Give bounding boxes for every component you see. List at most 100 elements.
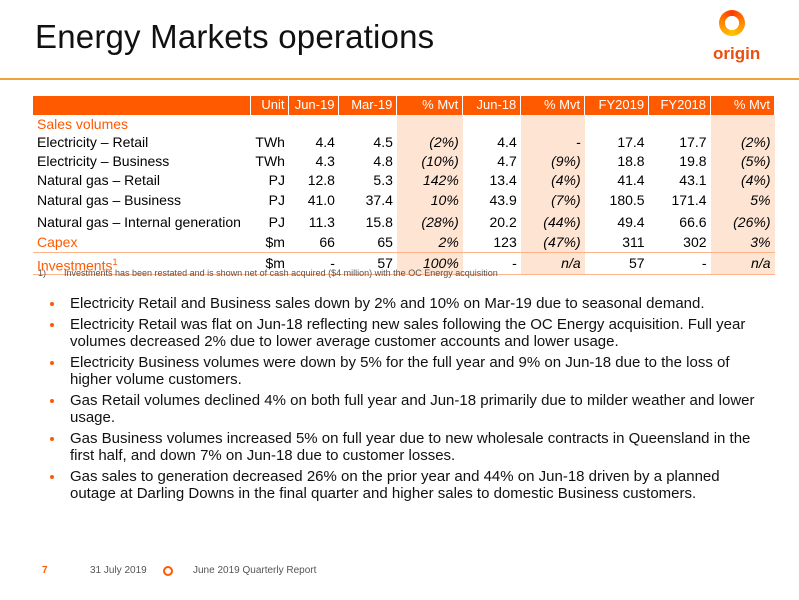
footer-date: 31 July 2019 [90, 565, 147, 576]
list-item: Gas Business volumes increased 5% on ful… [50, 430, 765, 465]
cell-fy19: 57 [584, 252, 649, 276]
table-row: Electricity – Business TWh 4.3 4.8 (10%)… [33, 151, 775, 171]
header-mar19: Mar-19 [338, 96, 398, 115]
row-label: Electricity – Business [37, 153, 170, 170]
row-unit: PJ [268, 191, 285, 208]
cell-fy19: 17.4 [617, 134, 645, 151]
cell-mar19: 15.8 [365, 213, 393, 230]
bullet-icon [50, 398, 54, 403]
list-item: Electricity Retail was flat on Jun-18 re… [50, 316, 765, 351]
logo-ring-icon [719, 10, 745, 36]
cell-mar19: 37.4 [365, 191, 393, 208]
list-item: Electricity Business volumes were down b… [50, 354, 765, 389]
table-header-row: Unit Jun-19 Mar-19 % Mvt Jun-18 % Mvt FY… [33, 96, 775, 115]
footnote-text: Investments has been restated and is sho… [64, 268, 498, 278]
investments-row: Investments1 $m - 57 100% - n/a 57 - n/a [33, 252, 775, 276]
bullet-text: Gas Retail volumes declined 4% on both f… [70, 391, 755, 427]
cell-mvt-3: (2%) [710, 133, 775, 152]
cell-fy18: 43.1 [679, 171, 707, 188]
cell-mvt-1: (10%) [396, 151, 463, 171]
cell-jun18: 43.9 [489, 191, 517, 208]
cell-jun19: 12.8 [307, 171, 335, 188]
investments-label: Investments1 [33, 252, 251, 276]
cell-mvt-2: (7%) [520, 188, 585, 211]
header-mvt-2: % Mvt [520, 96, 586, 115]
cell-fy18: 19.8 [679, 153, 707, 170]
footnote: 1) Investments has been restated and is s… [38, 268, 498, 278]
bullet-text: Electricity Retail was flat on Jun-18 re… [70, 315, 746, 351]
row-unit: TWh [255, 153, 285, 170]
bullet-icon [50, 322, 54, 327]
cell-fy18: 171.4 [671, 191, 707, 208]
cell-mvt-3: (5%) [710, 151, 775, 171]
bullet-text: Gas sales to generation decreased 26% on… [70, 467, 720, 503]
page-number: 7 [42, 565, 48, 576]
cell-mvt-3: (26%) [710, 210, 775, 233]
bullet-text: Gas Business volumes increased 5% on ful… [70, 429, 751, 465]
header-fy2018: FY2018 [648, 96, 712, 115]
row-unit: PJ [268, 171, 285, 188]
cell-mvt-1: 100% [396, 252, 463, 276]
origin-mark-icon [163, 566, 173, 576]
cell-mar19: 5.3 [373, 171, 393, 188]
header-mvt-1: % Mvt [396, 96, 464, 115]
cell-mvt-1: 10% [396, 188, 463, 211]
bullet-icon [50, 302, 54, 306]
page-title: Energy Markets operations [35, 18, 435, 55]
header-unit: Unit [250, 96, 290, 115]
cell-fy18: - [648, 252, 711, 276]
logo-text: origin [713, 44, 761, 63]
cell-jun19: 11.3 [308, 213, 335, 230]
cell-jun18: 4.4 [497, 134, 517, 151]
cell-mvt-3: (4%) [710, 170, 775, 189]
operations-table: Unit Jun-19 Mar-19 % Mvt Jun-18 % Mvt FY… [33, 96, 775, 276]
row-label: Electricity – Retail [37, 134, 149, 151]
footnote-number: 1) [38, 268, 47, 278]
row-unit: $m [250, 232, 289, 253]
cell-mvt-2: n/a [520, 252, 585, 276]
cell-fy19: 49.4 [617, 213, 645, 230]
cell-mvt-1: 142% [396, 170, 463, 189]
section-label: Sales volumes [37, 115, 129, 132]
table-row: Electricity – Retail TWh 4.4 4.5 (2%) 4.… [33, 133, 775, 152]
cell-mar19: 4.8 [373, 153, 393, 170]
capex-row: Capex $m 66 65 2% 123 (47%) 311 302 3% [33, 232, 775, 253]
header-blank [33, 96, 252, 115]
cell-mvt-3: 5% [710, 188, 775, 211]
cell-fy18: 66.6 [679, 213, 707, 230]
capex-label: Capex [33, 232, 251, 253]
row-label: Natural gas – Internal generation [37, 213, 241, 230]
cell-fy19: 311 [584, 232, 649, 253]
row-label: Natural gas – Business [37, 191, 181, 208]
header-mvt-3: % Mvt [710, 96, 775, 115]
row-unit: PJ [268, 213, 285, 230]
cell-mvt-1: (2%) [396, 133, 463, 152]
section-row: Sales volumes [33, 114, 775, 134]
cell-jun18: 4.7 [497, 153, 517, 170]
cell-mvt-3: 3% [710, 232, 775, 253]
bullet-icon [50, 436, 54, 441]
table-row: Natural gas – Retail PJ 12.8 5.3 142% 13… [33, 170, 775, 189]
cell-jun18: 123 [462, 232, 521, 253]
cell-mvt-2: - [520, 133, 585, 152]
list-item: Gas Retail volumes declined 4% on both f… [50, 392, 765, 427]
table-row: Natural gas – Internal generation PJ 11.… [33, 210, 775, 233]
cell-fy19: 18.8 [617, 153, 645, 170]
cell-fy18: 302 [648, 232, 711, 253]
cell-mar19: 65 [338, 232, 397, 253]
row-unit: $m [250, 252, 289, 276]
cell-mvt-2: (4%) [520, 170, 585, 189]
table-row: Natural gas – Business PJ 41.0 37.4 10% … [33, 188, 775, 211]
cell-jun19: - [288, 252, 339, 276]
cell-mvt-1: (28%) [396, 210, 463, 233]
cell-jun19: 4.4 [315, 134, 335, 151]
cell-jun19: 41.0 [307, 191, 335, 208]
origin-logo: origin [713, 10, 763, 72]
cell-jun19: 4.3 [315, 153, 335, 170]
cell-fy18: 17.7 [679, 134, 707, 151]
commentary-list: Electricity Retail and Business sales do… [50, 295, 765, 506]
bullet-text: Electricity Business volumes were down b… [70, 353, 730, 389]
bullet-icon [50, 474, 54, 479]
investments-label-text: Investments [37, 257, 113, 274]
header-jun18: Jun-18 [462, 96, 522, 115]
